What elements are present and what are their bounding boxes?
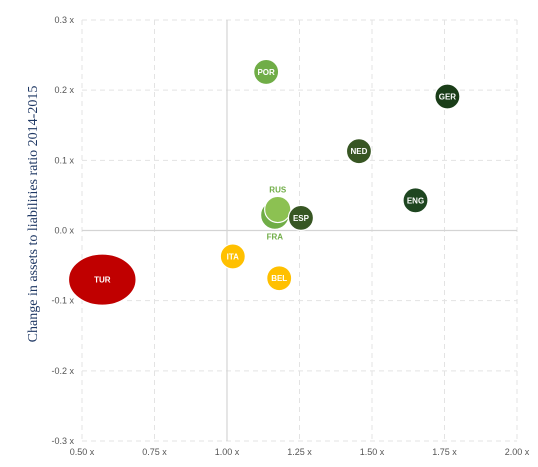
y-tick-label: -0.1 x (51, 296, 74, 306)
y-axis-ticks: 0.3 x 0.2 x 0.1 x 0.0 x -0.1 x -0.2 x -0.3 x (51, 15, 74, 446)
bubble-ned (345, 138, 373, 165)
bubble-esp (287, 204, 315, 231)
y-tick-label: 0.3 x (54, 15, 74, 25)
y-tick-label: 0.0 x (54, 226, 74, 236)
y-tick-label: 0.2 x (54, 85, 74, 95)
bubble-rus-label: RUS (269, 185, 287, 194)
bubble-bel (266, 265, 293, 292)
bubble-ger-label: GER (439, 92, 457, 101)
bubble-ita (219, 243, 246, 270)
bubble-ned-label: NED (351, 147, 368, 156)
x-tick-label: 2.00 x (505, 447, 530, 457)
bubble-fra-label: FRA (267, 232, 284, 241)
bubble-eng (402, 187, 429, 214)
y-tick-label: 0.1 x (54, 155, 74, 165)
bubble-por (253, 58, 280, 86)
bubble-rus (264, 195, 292, 224)
x-tick-label: 0.50 x (70, 447, 95, 457)
bubble-tur (67, 253, 137, 306)
bubble-tur-label: TUR (94, 276, 111, 285)
bubble-ita-label: ITA (227, 252, 240, 261)
bubble-esp-label: ESP (293, 214, 310, 223)
bubble-points: TUR ITA BEL FRA RUS ESP POR NED ENG GER (67, 58, 461, 306)
x-tick-label: 0.75 x (142, 447, 167, 457)
y-axis-title: Change in assets to liabilities ratio 20… (26, 86, 41, 343)
bubble-ger (434, 83, 461, 110)
y-tick-label: -0.2 x (51, 366, 74, 376)
bubble-por-label: POR (257, 68, 275, 77)
x-tick-label: 1.25 x (287, 447, 312, 457)
x-tick-label: 1.00 x (215, 447, 240, 457)
x-tick-label: 1.75 x (432, 447, 457, 457)
x-tick-label: 1.50 x (360, 447, 385, 457)
x-axis-ticks: 0.50 x 0.75 x 1.00 x 1.25 x 1.50 x 1.75 x 2.00… (70, 447, 530, 457)
bubble-eng-label: ENG (407, 196, 424, 205)
y-tick-label: -0.3 x (51, 436, 74, 446)
bubble-bel-label: BEL (271, 274, 287, 283)
